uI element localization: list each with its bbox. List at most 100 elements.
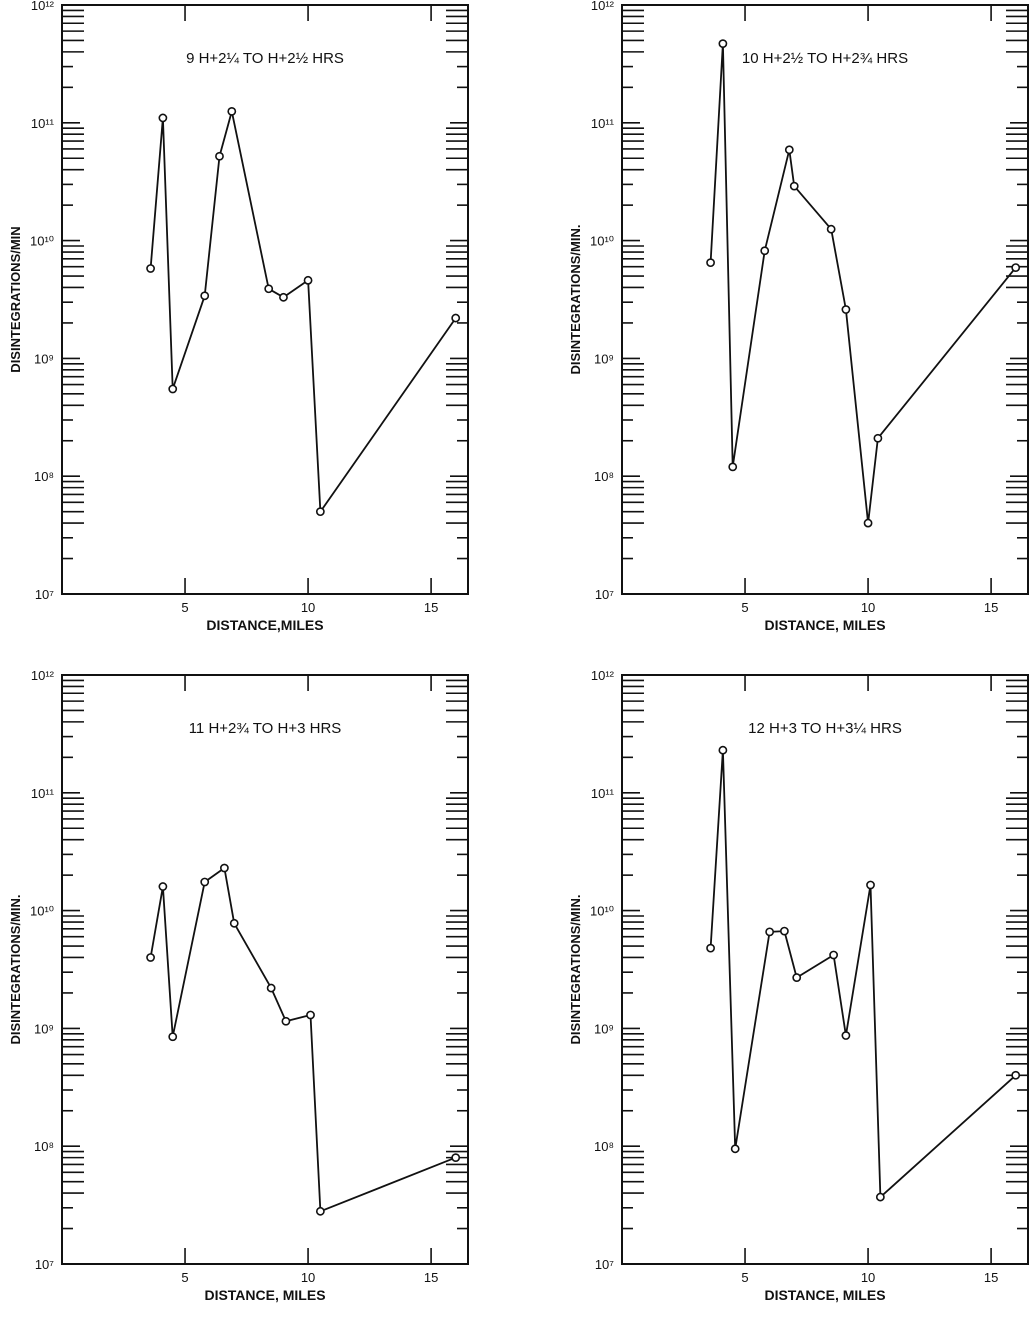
y-tick-label: 10⁸ bbox=[594, 469, 614, 484]
data-point bbox=[874, 435, 881, 442]
y-tick-label: 10⁸ bbox=[34, 1139, 54, 1154]
data-point bbox=[761, 247, 768, 254]
series-line bbox=[711, 44, 1016, 523]
data-point bbox=[791, 183, 798, 190]
data-point bbox=[828, 226, 835, 233]
chart-panel-11: 10¹² 10¹¹ 10¹⁰ 10⁹ 10⁸ 10⁷ 5 10 15 11 H+2¾ TO H+3… bbox=[8, 668, 468, 1303]
data-point bbox=[793, 974, 800, 981]
x-tick-label: 15 bbox=[984, 600, 998, 615]
x-tick-label: 10 bbox=[861, 600, 875, 615]
y-tick-label: 10⁹ bbox=[594, 351, 614, 366]
data-point bbox=[1012, 264, 1019, 271]
y-tick-label: 10⁸ bbox=[34, 469, 54, 484]
data-point bbox=[786, 146, 793, 153]
x-axis-label: DISTANCE, MILES bbox=[764, 1287, 885, 1303]
y-tick-label: 10⁷ bbox=[35, 587, 54, 602]
data-point bbox=[169, 385, 176, 392]
data-point bbox=[221, 864, 228, 871]
data-point bbox=[280, 294, 287, 301]
chart-panel-10: 10¹² 10¹¹ 10¹⁰ 10⁹ 10⁸ 10⁷ 5 10 15 10 H+2½ TO H+2… bbox=[568, 0, 1028, 633]
data-point bbox=[169, 1033, 176, 1040]
y-tick-label: 10¹¹ bbox=[591, 116, 615, 131]
plot-frame bbox=[622, 5, 1028, 594]
x-tick-label: 15 bbox=[984, 1270, 998, 1285]
y-tick-label: 10⁷ bbox=[595, 587, 614, 602]
y-tick-label: 10¹⁰ bbox=[30, 234, 54, 249]
x-tick-label: 5 bbox=[741, 600, 748, 615]
x-axis-label: DISTANCE,MILES bbox=[206, 617, 323, 633]
data-point bbox=[1012, 1072, 1019, 1079]
x-tick-label: 15 bbox=[424, 1270, 438, 1285]
data-point bbox=[867, 881, 874, 888]
data-point bbox=[201, 292, 208, 299]
data-point bbox=[452, 314, 459, 321]
y-tick-label: 10¹¹ bbox=[31, 116, 55, 131]
y-tick-label: 10⁷ bbox=[595, 1257, 614, 1272]
y-tick-label: 10⁸ bbox=[594, 1139, 614, 1154]
data-point bbox=[159, 114, 166, 121]
data-point bbox=[452, 1154, 459, 1161]
data-point bbox=[307, 1011, 314, 1018]
data-point bbox=[159, 883, 166, 890]
x-tick-label: 10 bbox=[301, 1270, 315, 1285]
data-point bbox=[317, 1208, 324, 1215]
chart-panel-12: 10¹² 10¹¹ 10¹⁰ 10⁹ 10⁸ 10⁷ 5 10 15 12 H+3 TO H+3¼… bbox=[568, 668, 1028, 1303]
series-line bbox=[711, 750, 1016, 1197]
data-point bbox=[729, 463, 736, 470]
data-point bbox=[732, 1145, 739, 1152]
y-tick-label: 10⁹ bbox=[34, 351, 54, 366]
y-tick-label: 10⁹ bbox=[594, 1021, 614, 1036]
data-point bbox=[830, 951, 837, 958]
y-tick-label: 10⁹ bbox=[34, 1021, 54, 1036]
plot-frame bbox=[62, 5, 468, 594]
y-tick-label: 10¹² bbox=[31, 668, 55, 683]
y-tick-label: 10¹¹ bbox=[591, 786, 615, 801]
y-axis-label: DISINTEGRATIONS/MIN. bbox=[568, 895, 583, 1045]
data-point bbox=[842, 306, 849, 313]
data-point bbox=[231, 920, 238, 927]
x-tick-label: 5 bbox=[181, 1270, 188, 1285]
series-line bbox=[151, 111, 456, 511]
data-point bbox=[268, 984, 275, 991]
data-point bbox=[147, 954, 154, 961]
y-axis-label: DISINTEGRATIONS/MIN. bbox=[568, 225, 583, 375]
x-tick-label: 5 bbox=[181, 600, 188, 615]
data-point bbox=[228, 108, 235, 115]
data-point bbox=[766, 928, 773, 935]
y-tick-label: 10¹² bbox=[591, 0, 615, 13]
data-point bbox=[265, 285, 272, 292]
chart-title: 12 H+3 TO H+3¼ HRS bbox=[748, 720, 902, 737]
y-tick-label: 10¹⁰ bbox=[590, 904, 614, 919]
data-point bbox=[216, 153, 223, 160]
data-point bbox=[707, 259, 714, 266]
data-point bbox=[282, 1018, 289, 1025]
data-point bbox=[317, 508, 324, 515]
y-tick-label: 10¹² bbox=[591, 668, 615, 683]
x-tick-label: 15 bbox=[424, 600, 438, 615]
data-point bbox=[707, 945, 714, 952]
series-line bbox=[151, 868, 456, 1211]
chart-panel-9: 10¹² 10¹¹ 10¹⁰ 10⁹ 10⁸ 10⁷ 5 10 15 9 H+2¼ TO H+2½… bbox=[8, 0, 468, 633]
y-tick-label: 10⁷ bbox=[35, 1257, 54, 1272]
y-tick-label: 10¹¹ bbox=[31, 786, 55, 801]
data-point bbox=[781, 927, 788, 934]
data-point bbox=[719, 747, 726, 754]
x-tick-label: 10 bbox=[861, 1270, 875, 1285]
y-tick-label: 10¹² bbox=[31, 0, 55, 13]
x-axis-label: DISTANCE, MILES bbox=[764, 617, 885, 633]
data-point bbox=[877, 1193, 884, 1200]
y-axis-label: DISINTEGRATIONS/MIN. bbox=[8, 895, 23, 1045]
x-axis-label: DISTANCE, MILES bbox=[204, 1287, 325, 1303]
chart-title: 9 H+2¼ TO H+2½ HRS bbox=[186, 50, 344, 67]
y-tick-label: 10¹⁰ bbox=[590, 234, 614, 249]
data-point bbox=[201, 878, 208, 885]
plot-frame bbox=[622, 675, 1028, 1264]
x-tick-label: 10 bbox=[301, 600, 315, 615]
data-point bbox=[842, 1032, 849, 1039]
chart-title: 10 H+2½ TO H+2¾ HRS bbox=[742, 50, 908, 67]
data-point bbox=[304, 277, 311, 284]
y-axis-label: DISINTEGRATIONS/MIN bbox=[8, 226, 23, 372]
x-tick-label: 5 bbox=[741, 1270, 748, 1285]
